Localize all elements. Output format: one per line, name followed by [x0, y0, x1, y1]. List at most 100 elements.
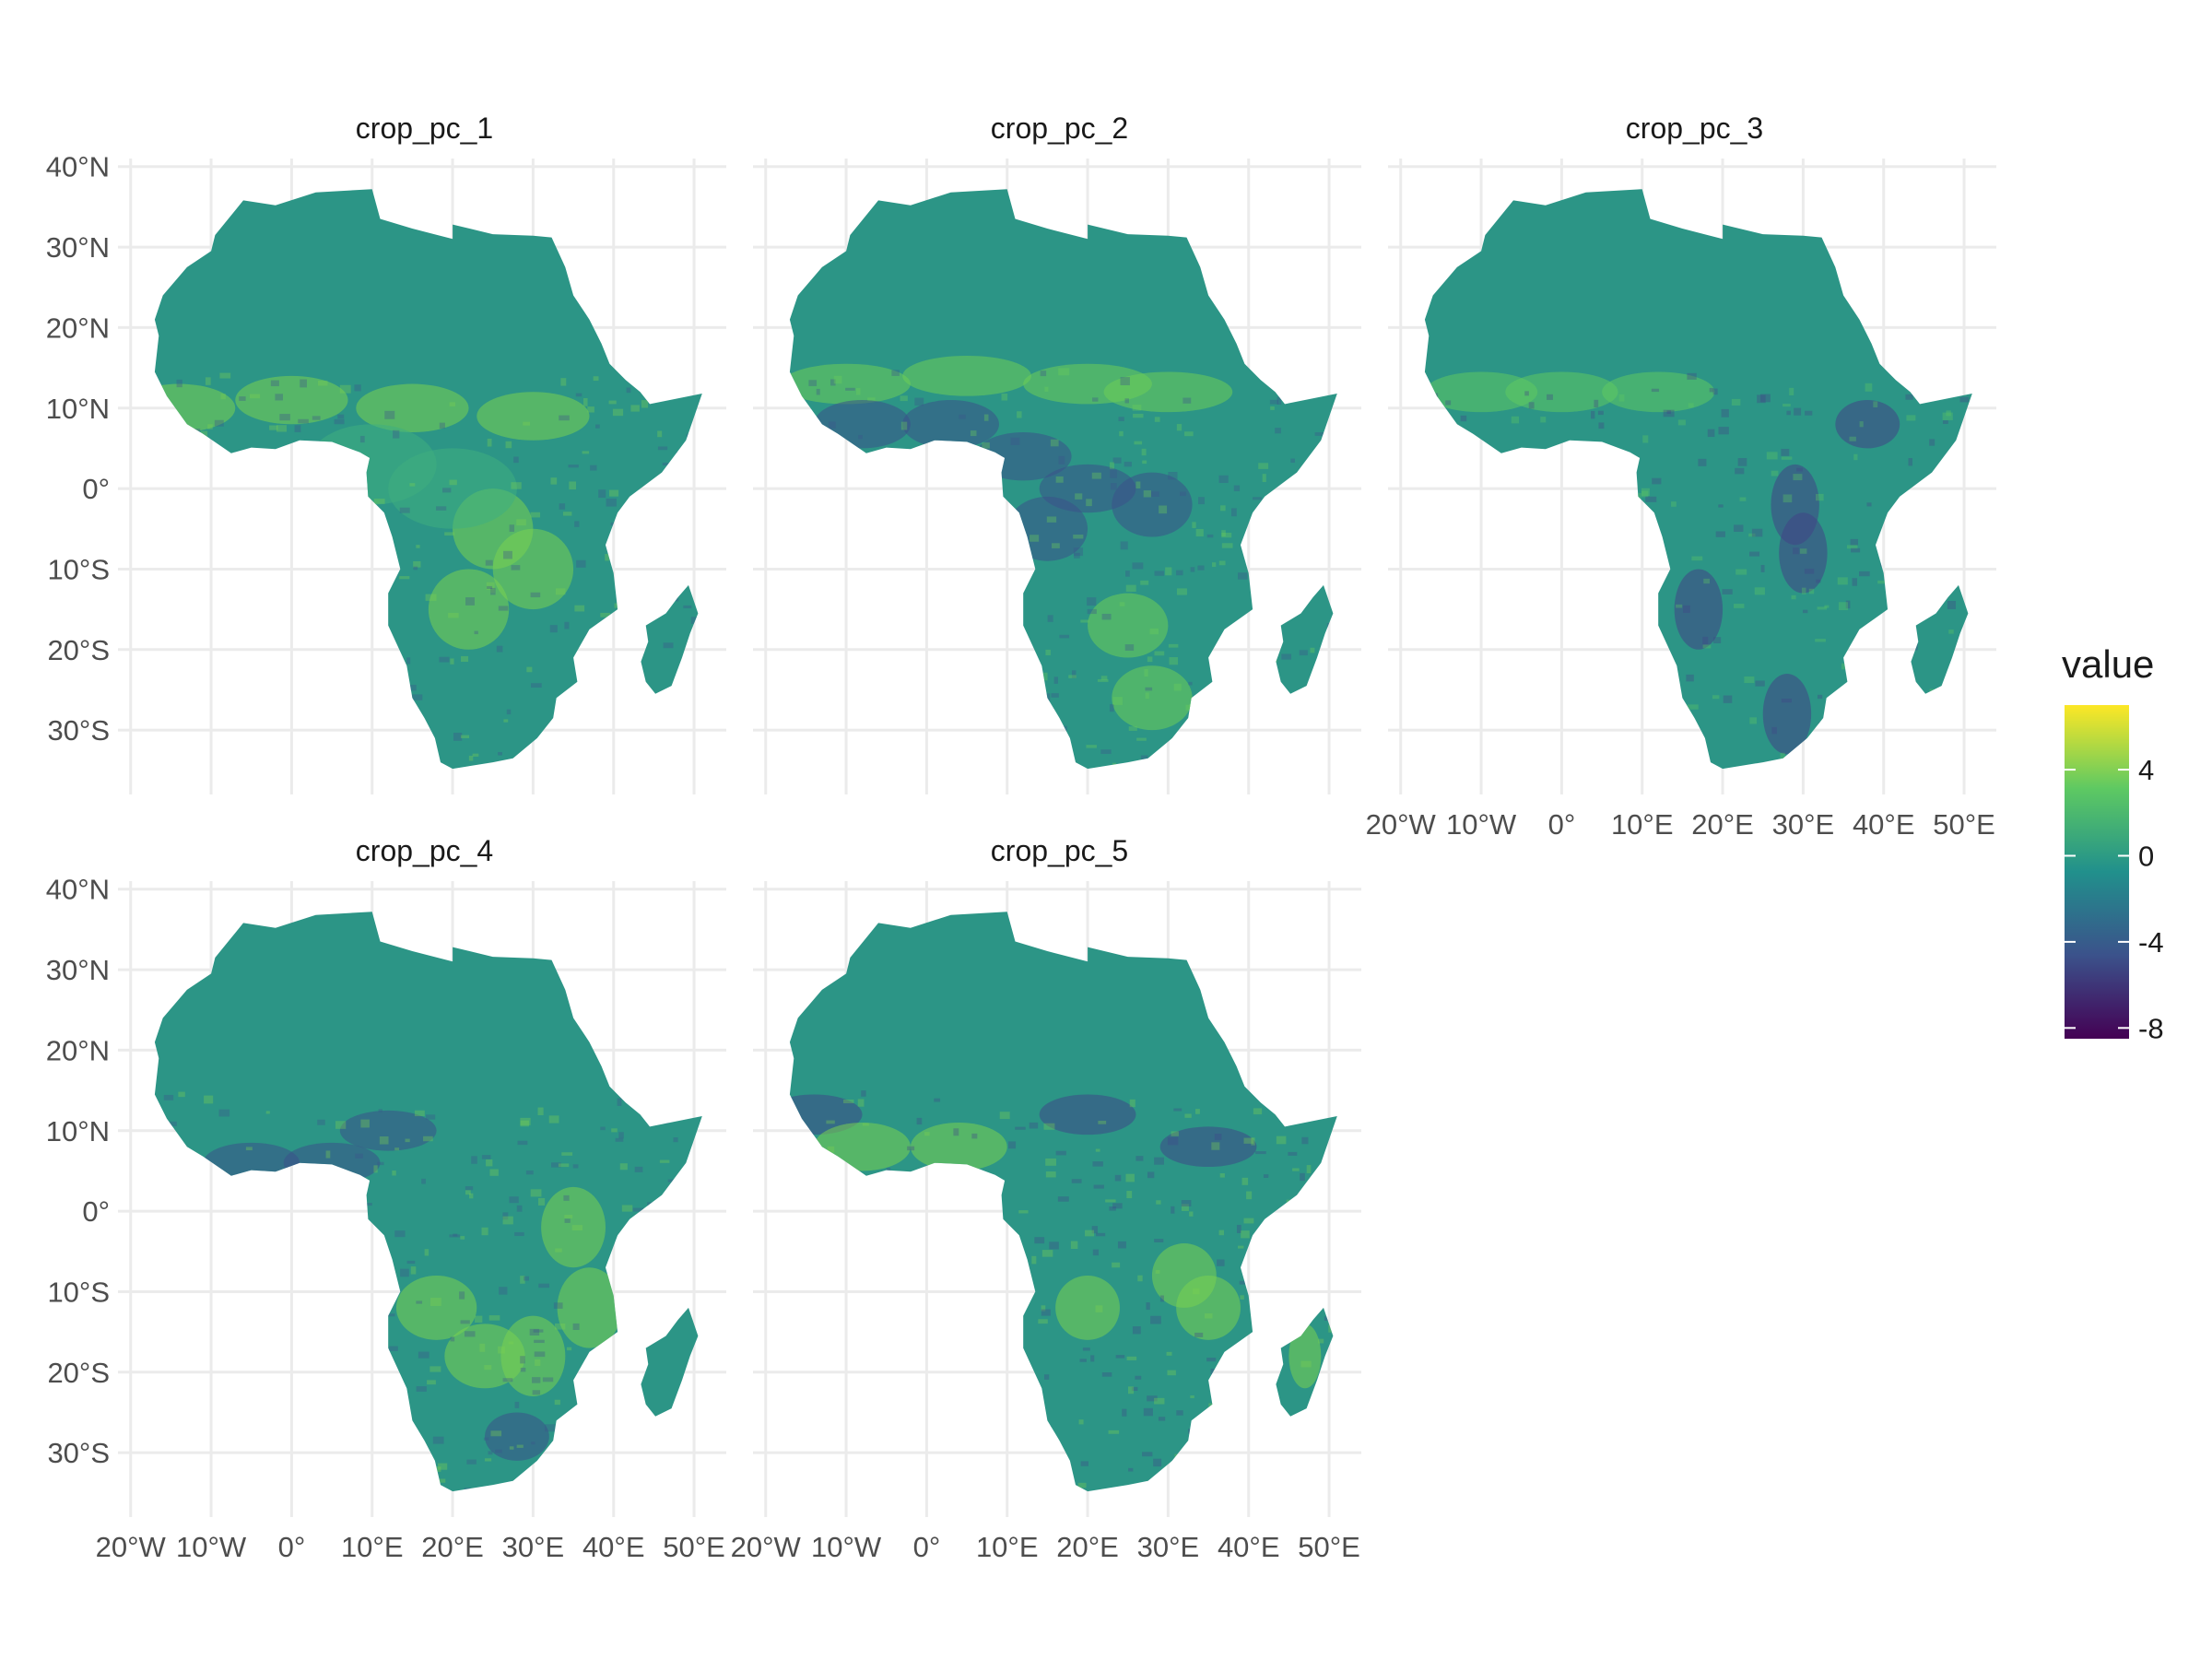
raster-cell: [399, 507, 410, 513]
raster-cell: [1608, 653, 1616, 660]
raster-cluster: [902, 400, 999, 449]
raster-cluster: [388, 448, 517, 529]
panel-title: crop_pc_3: [1626, 112, 1763, 145]
raster-cell: [1141, 448, 1147, 456]
raster-cell: [511, 565, 521, 571]
raster-cell: [509, 1446, 514, 1450]
raster-cell: [1165, 567, 1172, 576]
raster-cell: [1243, 1218, 1254, 1224]
raster-cell: [816, 473, 826, 480]
raster-cell: [1278, 747, 1287, 752]
raster-cell: [1682, 605, 1690, 613]
raster-cell: [1451, 609, 1457, 616]
raster-cell: [320, 757, 325, 762]
raster-cell: [172, 457, 180, 462]
raster-cell: [1109, 1206, 1116, 1211]
raster-cell: [509, 1196, 519, 1204]
raster-cell: [387, 1313, 395, 1317]
raster-cluster: [492, 528, 574, 610]
y-tick-label: 30°S: [47, 1437, 110, 1469]
raster-cell: [353, 516, 364, 521]
raster-cell: [795, 580, 806, 583]
raster-cell: [1751, 528, 1763, 537]
raster-cell: [1671, 501, 1677, 507]
raster-cell: [1485, 641, 1491, 648]
raster-cell: [449, 479, 457, 486]
raster-cell: [1022, 698, 1030, 701]
raster-cluster: [902, 355, 1031, 396]
raster-cell: [866, 1218, 873, 1224]
raster-cell: [513, 456, 519, 464]
raster-cell: [485, 559, 493, 566]
raster-cell: [1046, 516, 1057, 523]
raster-cell: [949, 449, 955, 456]
raster-cell: [657, 430, 663, 438]
raster-cell: [334, 572, 342, 579]
raster-cell: [907, 1146, 915, 1151]
raster-cell: [1101, 613, 1112, 620]
raster-cell: [318, 1391, 330, 1396]
raster-cell: [241, 1298, 247, 1306]
raster-cell: [626, 387, 631, 394]
raster-cell: [894, 679, 904, 685]
raster-cell: [1737, 458, 1747, 466]
raster-cell: [502, 1212, 509, 1220]
raster-cell: [1892, 665, 1901, 670]
raster-cell: [1017, 1333, 1021, 1336]
raster-cell: [1306, 1165, 1312, 1173]
raster-cell: [418, 1351, 429, 1359]
raster-cell: [862, 1123, 869, 1126]
raster-cell: [655, 1302, 662, 1310]
raster-cell: [876, 1429, 881, 1434]
raster-cell: [1219, 1172, 1225, 1178]
raster-cell: [1755, 680, 1765, 687]
raster-cell: [953, 1128, 959, 1136]
y-tick-label: 40°N: [46, 874, 110, 906]
raster-cell: [1511, 416, 1520, 424]
raster-cell: [568, 465, 579, 468]
raster-cell: [1917, 510, 1928, 514]
raster-cell: [246, 731, 254, 737]
x-tick-label: 0°: [278, 1531, 306, 1563]
raster-cell: [1128, 726, 1137, 731]
raster-cell: [854, 1440, 864, 1445]
raster-cluster: [235, 375, 348, 425]
raster-cell: [1589, 464, 1596, 472]
raster-cell: [436, 506, 447, 511]
raster-cell: [275, 714, 284, 720]
raster-cell: [1189, 1211, 1194, 1217]
raster-cell: [940, 1245, 950, 1252]
raster-cell: [340, 716, 346, 724]
raster-cell: [1290, 538, 1296, 543]
x-tick-label: 20°W: [731, 1531, 802, 1563]
raster-cell: [1712, 388, 1718, 395]
raster-cluster: [500, 1315, 566, 1396]
raster-cell: [1223, 735, 1230, 743]
raster-cell: [1217, 750, 1227, 757]
legend-colorbar: [2065, 705, 2129, 1039]
raster-cell: [161, 1445, 168, 1451]
raster-cell: [1877, 580, 1887, 584]
raster-cell: [416, 1300, 423, 1304]
facet-panels: crop_pc_140°N30°N20°N10°N0°10°S20°S30°Sc…: [46, 112, 1996, 1563]
raster-cell: [673, 1137, 678, 1143]
raster-cell: [1037, 717, 1042, 723]
raster-cell: [1688, 403, 1694, 408]
raster-cell: [1571, 558, 1582, 567]
raster-cell: [1078, 1419, 1084, 1425]
raster-cell: [1271, 759, 1278, 765]
raster-cell: [1749, 551, 1760, 557]
raster-cell: [566, 1347, 572, 1351]
raster-cell: [1971, 582, 1972, 586]
raster-cell: [1312, 1283, 1323, 1288]
raster-cluster: [814, 400, 911, 449]
raster-cell: [1117, 1241, 1126, 1249]
raster-cell: [1034, 1237, 1045, 1244]
raster-cell: [598, 489, 606, 499]
raster-cell: [1080, 1461, 1088, 1466]
raster-cell: [1145, 692, 1149, 700]
x-tick-label: 10°E: [1611, 808, 1674, 841]
x-tick-label: 40°E: [1853, 808, 1915, 841]
raster-cell: [682, 1414, 688, 1418]
x-tick-label: 40°E: [1218, 1531, 1280, 1563]
